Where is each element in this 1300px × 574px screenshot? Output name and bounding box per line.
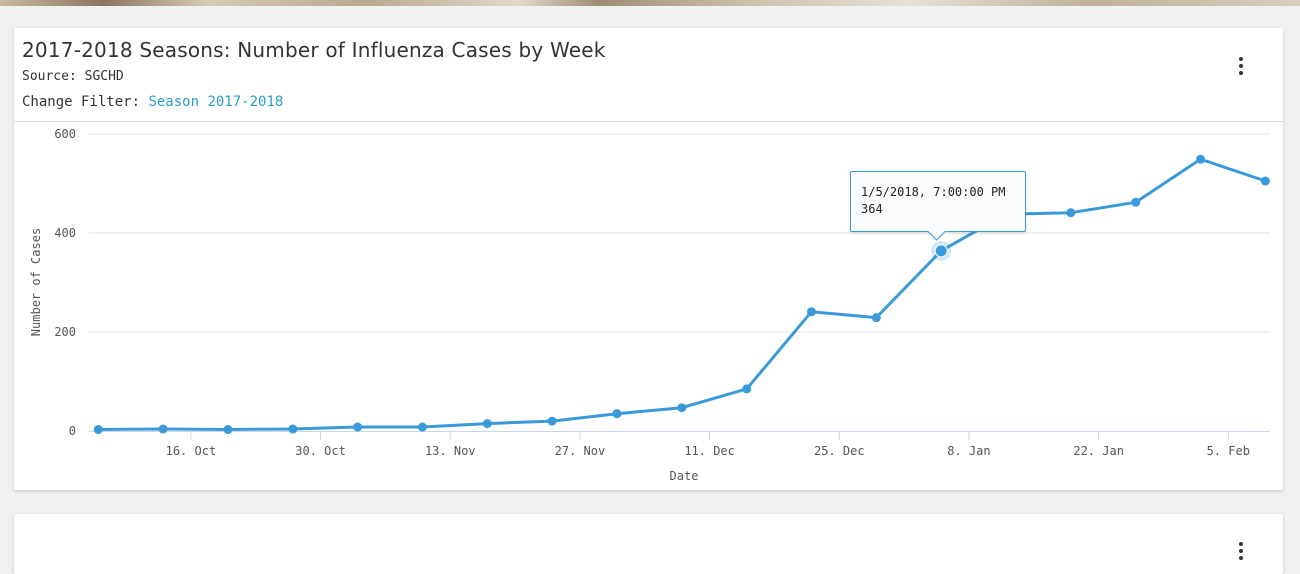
x-tick-label: 11. Dec: [684, 444, 735, 458]
y-tick-label: 600: [54, 127, 76, 141]
x-tick-label: 25. Dec: [814, 444, 865, 458]
x-tick-label: 8. Jan: [947, 444, 990, 458]
data-point[interactable]: [353, 422, 363, 432]
x-tick-labels: 16. Oct 30. Oct 13. Nov 27. Nov 11. Dec 25. D…: [166, 431, 1250, 458]
data-point[interactable]: [93, 425, 103, 435]
y-tick-label: 400: [54, 226, 76, 240]
x-tick-label: 13. Nov: [425, 444, 476, 458]
x-tick-label: 22. Jan: [1073, 444, 1124, 458]
data-tooltip: 1/5/2018, 7:00:00 PM 364: [850, 171, 1026, 232]
tooltip-date: 1/5/2018, 7:00:00 PM: [861, 185, 1006, 199]
data-point[interactable]: [223, 425, 233, 435]
y-tick-label: 0: [69, 424, 76, 438]
header-divider: [14, 121, 1283, 122]
data-point[interactable]: [547, 416, 557, 426]
x-tick-label: 27. Nov: [555, 444, 606, 458]
data-point[interactable]: [1066, 208, 1076, 218]
filter-label: Change Filter:: [22, 94, 149, 110]
data-points: [93, 154, 1270, 435]
y-tick-labels: 0 200 400 600: [54, 127, 76, 438]
season-filter-link[interactable]: Season 2017-2018: [148, 94, 284, 110]
x-tick-label: 5. Feb: [1207, 444, 1250, 458]
y-axis-title: Number of Cases: [29, 228, 43, 336]
banner-photo-strip: [0, 0, 1300, 6]
data-point[interactable]: [417, 422, 427, 432]
y-tick-label: 200: [54, 325, 76, 339]
data-point[interactable]: [934, 244, 948, 258]
data-point[interactable]: [677, 403, 687, 413]
second-chart-card: [14, 514, 1283, 574]
data-point[interactable]: [1260, 176, 1270, 186]
data-point[interactable]: [871, 313, 881, 323]
chart-source: Source: SGCHD: [22, 69, 124, 84]
chart-title: 2017-2018 Seasons: Number of Influenza C…: [22, 38, 606, 62]
grid-lines: [89, 133, 1270, 333]
data-point[interactable]: [1196, 154, 1206, 164]
tooltip-value: 364: [861, 202, 883, 216]
x-tick-label: 16. Oct: [166, 444, 217, 458]
data-point[interactable]: [806, 307, 816, 317]
data-point[interactable]: [158, 424, 168, 434]
filter-row: Change Filter: Season 2017-2018: [22, 94, 283, 110]
data-point[interactable]: [482, 419, 492, 429]
series-line: [96, 157, 1267, 431]
data-point[interactable]: [742, 384, 752, 394]
x-axis-title: Date: [670, 469, 699, 483]
more-options-icon[interactable]: [1235, 542, 1247, 564]
data-point[interactable]: [288, 424, 298, 434]
x-tick-label: 30. Oct: [295, 444, 346, 458]
more-options-icon[interactable]: [1235, 57, 1247, 79]
data-point[interactable]: [1131, 197, 1141, 207]
data-point[interactable]: [612, 409, 622, 419]
chart-card: 2017-2018 Seasons: Number of Influenza C…: [14, 28, 1283, 490]
